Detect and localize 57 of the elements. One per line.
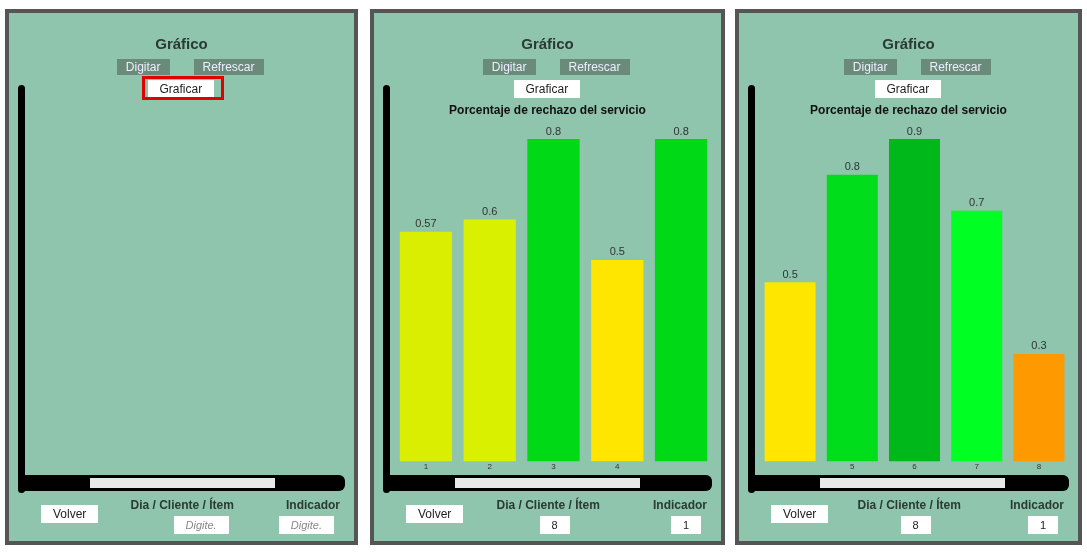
bar xyxy=(764,282,816,462)
text: Refrescar xyxy=(559,59,630,75)
x-tick-label: 4 xyxy=(615,462,621,472)
x-tick-label: 2 xyxy=(487,462,493,472)
data-label: 0.8 xyxy=(545,124,562,137)
chart-subtitle: Porcentaje de rechazo del servicio xyxy=(448,103,647,117)
chart-title: Gráfico xyxy=(520,35,575,52)
bar xyxy=(1013,353,1065,462)
text: Digitar xyxy=(843,59,897,75)
text: Refrescar xyxy=(920,59,991,75)
text: Digite. xyxy=(173,516,229,534)
text: 1 xyxy=(670,516,701,534)
text: Indicador xyxy=(1009,498,1064,512)
text: 8 xyxy=(539,516,570,534)
data-label: 0.6 xyxy=(482,205,498,218)
data-label: 0.5 xyxy=(609,245,625,258)
bar xyxy=(399,231,453,462)
x-tick-label: 7 xyxy=(974,462,980,472)
text: Refrescar xyxy=(193,59,264,75)
text: Digitar xyxy=(116,59,170,75)
data-label: 0.7 xyxy=(969,196,985,209)
data-label: 0.8 xyxy=(844,160,860,173)
bar xyxy=(527,139,580,462)
text: Indicador xyxy=(652,498,707,512)
text: Graficar xyxy=(147,80,215,98)
data-label: 0.57 xyxy=(415,217,437,230)
data-label: 0.5 xyxy=(782,267,798,280)
x-tick-label: 8 xyxy=(1036,462,1042,472)
text: Digite. xyxy=(278,516,334,534)
text: Volver xyxy=(41,505,99,523)
text: Volver xyxy=(771,505,829,523)
text: Graficar xyxy=(874,80,942,98)
data-label: 0.8 xyxy=(673,124,689,137)
text: Volver xyxy=(406,505,464,523)
bar xyxy=(826,174,878,462)
text: Dia / Cliente / Ítem xyxy=(496,498,600,512)
x-tick-label: 3 xyxy=(551,462,557,472)
bar xyxy=(654,139,708,462)
data-label: 0.9 xyxy=(906,124,923,137)
bar xyxy=(951,210,1003,462)
chart-subtitle: Porcentaje de rechazo del servicio xyxy=(809,103,1008,117)
text: Graficar xyxy=(513,80,581,98)
chart-title: Gráfico xyxy=(881,35,936,52)
x-tick-label: 5 xyxy=(850,462,856,472)
bar xyxy=(889,139,940,462)
text: Digitar xyxy=(482,59,536,75)
text: 8 xyxy=(900,516,931,534)
text: 1 xyxy=(1027,516,1058,534)
text: Indicador xyxy=(285,498,340,512)
bar xyxy=(463,219,516,462)
text: Gráfico xyxy=(154,35,209,52)
x-tick-label: 1 xyxy=(423,462,429,472)
bar xyxy=(591,259,644,462)
text: Dia / Cliente / Ítem xyxy=(857,498,961,512)
text: Dia / Cliente / Ítem xyxy=(130,498,234,512)
x-tick-label: 6 xyxy=(912,462,918,472)
data-label: 0.3 xyxy=(1031,339,1047,352)
